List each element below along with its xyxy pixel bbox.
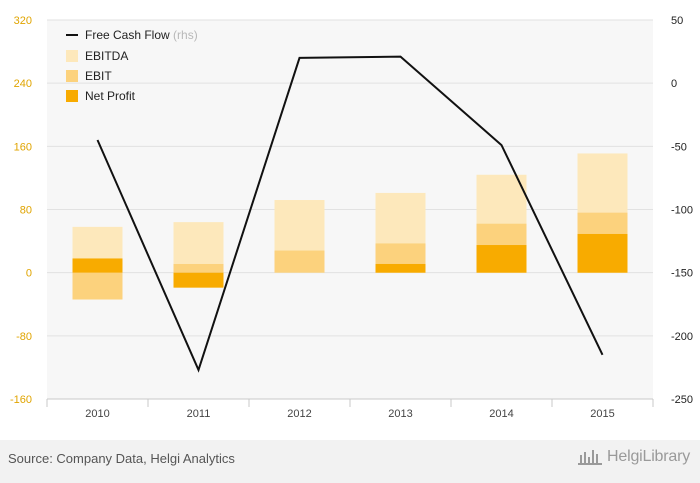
left-axis-tick-label: 240 [14, 78, 32, 90]
left-axis-tick-label: 160 [14, 141, 32, 153]
legend-swatch-net-profit [66, 90, 78, 102]
legend-swatch-ebit [66, 70, 78, 82]
right-axis-tick-label: -150 [671, 268, 693, 280]
free-cash-flow-line [96, 55, 604, 373]
legend-label: Net Profit [85, 89, 136, 103]
right-axis-tick-label: 50 [671, 15, 683, 27]
ebit-bar [72, 272, 123, 300]
net-profit-bar [72, 258, 123, 273]
right-axis-tick-label: 0 [671, 78, 677, 90]
legend-label: Free Cash Flow (rhs) [85, 28, 198, 42]
ebit-bar [173, 263, 224, 273]
net-profit-bar [476, 245, 527, 273]
brand-logo: HelgiLibrary [577, 448, 690, 466]
net-profit-bar [375, 263, 426, 273]
library-icon [578, 450, 603, 465]
brand-name: HelgiLibrary [607, 448, 690, 465]
left-axis-tick-label: 320 [14, 15, 32, 27]
x-axis-tick-label: 2014 [489, 408, 513, 420]
legend-swatch-ebitda [66, 50, 78, 62]
net-profit-bar [577, 233, 628, 273]
left-axis-tick-label: 0 [26, 268, 32, 280]
x-axis-tick-label: 2012 [287, 408, 311, 420]
source-note: Source: Company Data, Helgi Analytics [8, 451, 235, 466]
left-axis-tick-label: -160 [10, 394, 32, 406]
ebit-bar [274, 250, 325, 273]
legend-label: EBIT [85, 69, 112, 83]
x-axis-tick-label: 2015 [590, 408, 614, 420]
footer-bar: Source: Company Data, Helgi Analytics He… [0, 440, 700, 483]
chart-svg: 320 240 160 80 0 -80 -160 50 0 -50 -100 -150 -200 -25… [10, 15, 693, 420]
right-axis-tick-label: -200 [671, 331, 693, 343]
legend-label: EBITDA [85, 49, 128, 63]
right-axis-tick-label: -50 [671, 141, 687, 153]
net-profit-bar [173, 272, 224, 288]
right-axis-tick-label: -250 [671, 394, 693, 406]
right-axis-tick-label: -100 [671, 205, 693, 217]
x-axis-tick-label: 2013 [388, 408, 412, 420]
x-axis-tick-label: 2011 [187, 408, 211, 420]
x-axis-tick-label: 2010 [85, 408, 109, 420]
left-axis-tick-label: -80 [16, 331, 32, 343]
left-axis-tick-label: 80 [20, 205, 32, 217]
